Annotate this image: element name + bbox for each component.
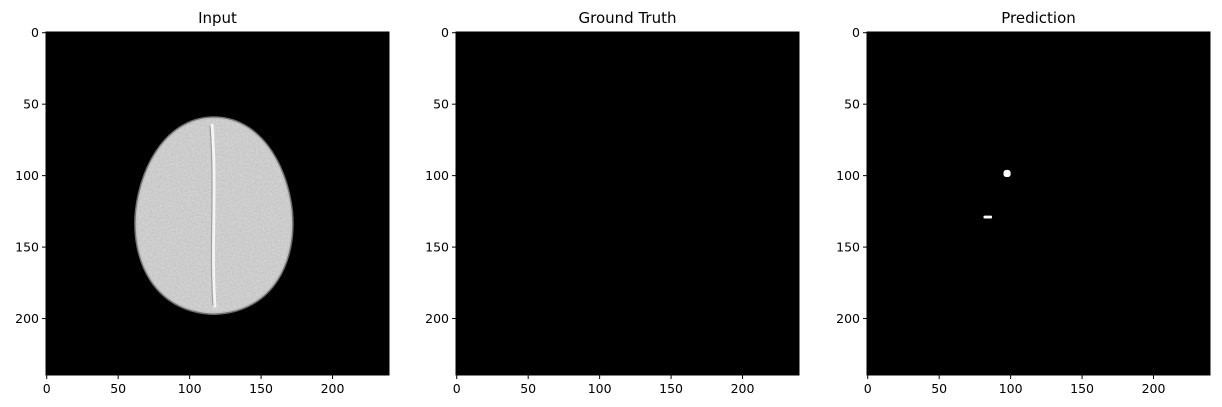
x-tick-label: 100 <box>999 381 1023 396</box>
x-axis: 0 50 100 150 200 <box>864 375 1166 396</box>
image-background <box>867 32 1210 375</box>
y-tick-label: 200 <box>15 311 39 326</box>
y-tick-label: 150 <box>836 240 860 255</box>
x-tick-label: 150 <box>659 381 683 396</box>
x-tick-label: 150 <box>249 381 273 396</box>
image-background <box>456 32 799 375</box>
x-tick-label: 0 <box>864 381 872 396</box>
y-tick-label: 200 <box>425 311 449 326</box>
x-tick-label: 50 <box>931 381 947 396</box>
x-tick-label: 200 <box>321 381 345 396</box>
panel-title: Ground Truth <box>579 9 677 27</box>
x-tick-label: 100 <box>588 381 612 396</box>
brain-midline <box>210 123 217 308</box>
prediction-blob-1 <box>1003 169 1011 178</box>
y-tick-label: 100 <box>425 168 449 183</box>
prediction-blob-2 <box>983 215 993 219</box>
panel-input: Input 0 50 100 150 200 0 50 100 150 200 <box>15 9 390 396</box>
y-axis: 0 50 100 150 200 <box>15 25 46 326</box>
y-tick-label: 150 <box>425 240 449 255</box>
brain-slice <box>134 116 294 316</box>
x-tick-label: 200 <box>1142 381 1166 396</box>
x-tick-label: 50 <box>520 381 536 396</box>
axes-frame <box>45 31 390 376</box>
x-tick-label: 150 <box>1070 381 1094 396</box>
y-axis: 0 50 100 150 200 <box>425 25 456 326</box>
x-axis: 0 50 100 150 200 <box>43 375 345 396</box>
panel-title: Input <box>198 9 237 27</box>
x-axis: 0 50 100 150 200 <box>453 375 755 396</box>
y-tick-label: 0 <box>852 25 860 40</box>
axes-frame <box>455 31 800 376</box>
y-tick-label: 50 <box>433 97 449 112</box>
y-tick-label: 0 <box>441 25 449 40</box>
brain-cortex-rim <box>134 116 294 316</box>
y-axis: 0 50 100 150 200 <box>836 25 867 326</box>
x-tick-label: 50 <box>110 381 126 396</box>
x-tick-label: 200 <box>731 381 755 396</box>
panel-prediction: Prediction 0 50 100 150 200 0 50 100 150 200 <box>836 9 1211 396</box>
y-tick-label: 0 <box>31 25 39 40</box>
x-tick-label: 0 <box>43 381 51 396</box>
y-tick-label: 150 <box>15 240 39 255</box>
brain-midline-shadow <box>209 125 214 306</box>
x-tick-label: 100 <box>178 381 202 396</box>
y-tick-label: 200 <box>836 311 860 326</box>
panel-title: Prediction <box>1001 9 1076 27</box>
axes-frame <box>866 31 1211 376</box>
y-tick-label: 50 <box>844 97 860 112</box>
x-tick-label: 0 <box>453 381 461 396</box>
y-tick-label: 50 <box>23 97 39 112</box>
y-tick-label: 100 <box>15 168 39 183</box>
panel-ground-truth: Ground Truth 0 50 100 150 200 0 50 100 150 200 <box>425 9 800 396</box>
y-tick-label: 100 <box>836 168 860 183</box>
